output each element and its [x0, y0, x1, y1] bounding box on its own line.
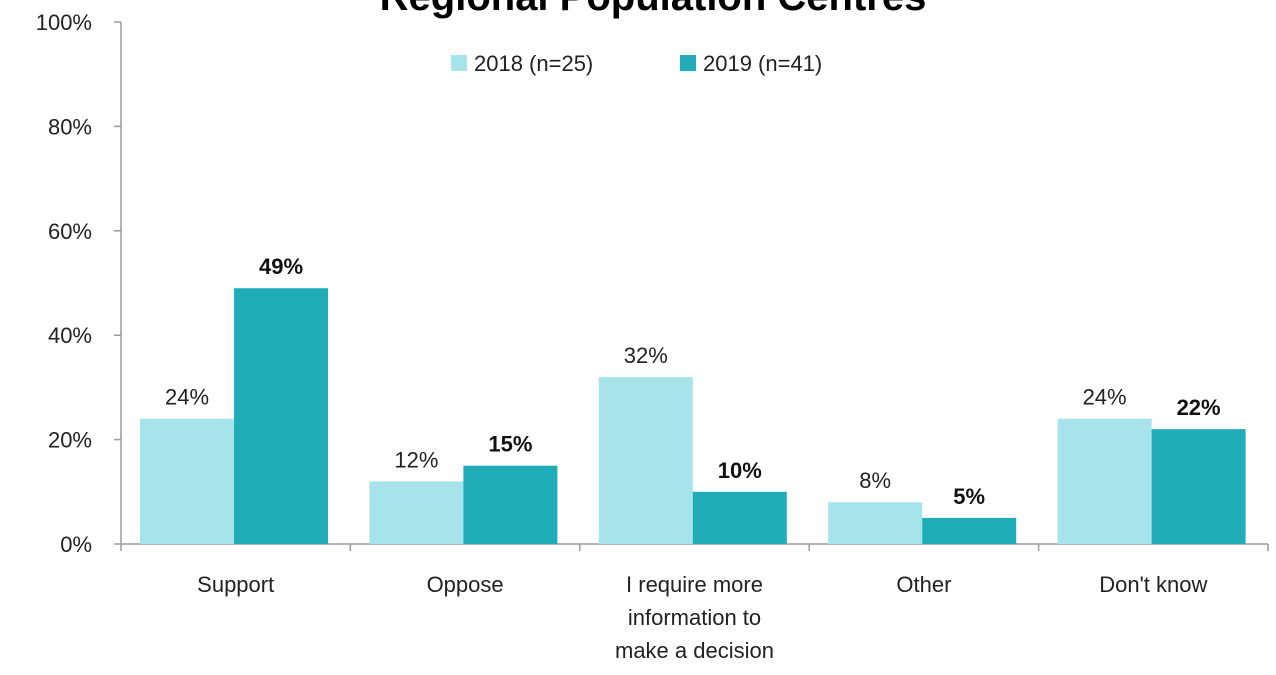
legend-swatch-2019: [680, 55, 696, 71]
category-label: Support: [197, 572, 274, 597]
bar-2019: [1151, 429, 1246, 544]
y-tick-label: 60%: [48, 219, 92, 244]
legend-swatch-2018: [451, 55, 467, 71]
data-label-2019: 5%: [953, 484, 985, 509]
data-label-2019: 49%: [259, 254, 303, 279]
y-tick-label: 80%: [48, 114, 92, 139]
chart-title: Regional Population Centres: [380, 0, 927, 19]
axes: 0% 20% 40% 60% 80% 100%: [36, 10, 1269, 557]
bar-2019: [922, 517, 1017, 544]
y-tick-label: 0%: [60, 532, 92, 557]
bars: [140, 288, 1246, 544]
y-tick-label: 20%: [48, 428, 92, 453]
legend-label-2019: 2019 (n=41): [703, 51, 822, 76]
bar-2019: [692, 491, 787, 544]
bar-2018: [369, 481, 464, 544]
y-tick-label: 100%: [36, 10, 92, 35]
legend-label-2018: 2018 (n=25): [474, 51, 593, 76]
bar-2019: [463, 465, 558, 544]
bar-2018: [1057, 418, 1152, 544]
y-tick-label: 40%: [48, 323, 92, 348]
category-label: Other: [896, 572, 951, 597]
category-labels: Support Oppose I require more information t…: [197, 572, 1207, 663]
bar-2019: [234, 288, 328, 544]
category-label: Don't know: [1099, 572, 1207, 597]
data-label-2018: 32%: [624, 343, 668, 368]
bar-2018: [598, 376, 693, 544]
data-label-2019: 15%: [488, 432, 532, 457]
data-label-2018: 24%: [1083, 385, 1127, 410]
legend: 2018 (n=25) 2019 (n=41): [451, 51, 822, 76]
category-label: I require more information to make a decis…: [615, 572, 774, 663]
category-label: Oppose: [427, 572, 504, 597]
data-label-2019: 22%: [1177, 395, 1221, 420]
data-labels: 24% 49% 12% 15% 32% 10% 8% 5% 24% 22%: [165, 254, 1221, 509]
bar-2018: [140, 418, 234, 544]
data-label-2019: 10%: [718, 458, 762, 483]
bar-2018: [828, 502, 923, 544]
data-label-2018: 24%: [165, 385, 209, 410]
data-label-2018: 12%: [394, 447, 438, 472]
data-label-2018: 8%: [859, 468, 891, 493]
